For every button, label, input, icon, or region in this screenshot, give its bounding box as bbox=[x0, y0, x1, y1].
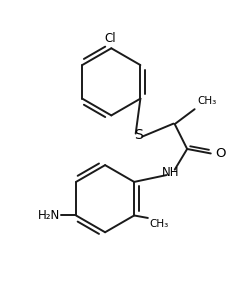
Text: O: O bbox=[215, 147, 226, 160]
Text: NH: NH bbox=[162, 166, 180, 179]
Text: Cl: Cl bbox=[104, 32, 116, 45]
Text: S: S bbox=[134, 128, 143, 142]
Text: H₂N: H₂N bbox=[38, 209, 60, 222]
Text: CH₃: CH₃ bbox=[197, 96, 216, 106]
Text: CH₃: CH₃ bbox=[149, 219, 168, 229]
